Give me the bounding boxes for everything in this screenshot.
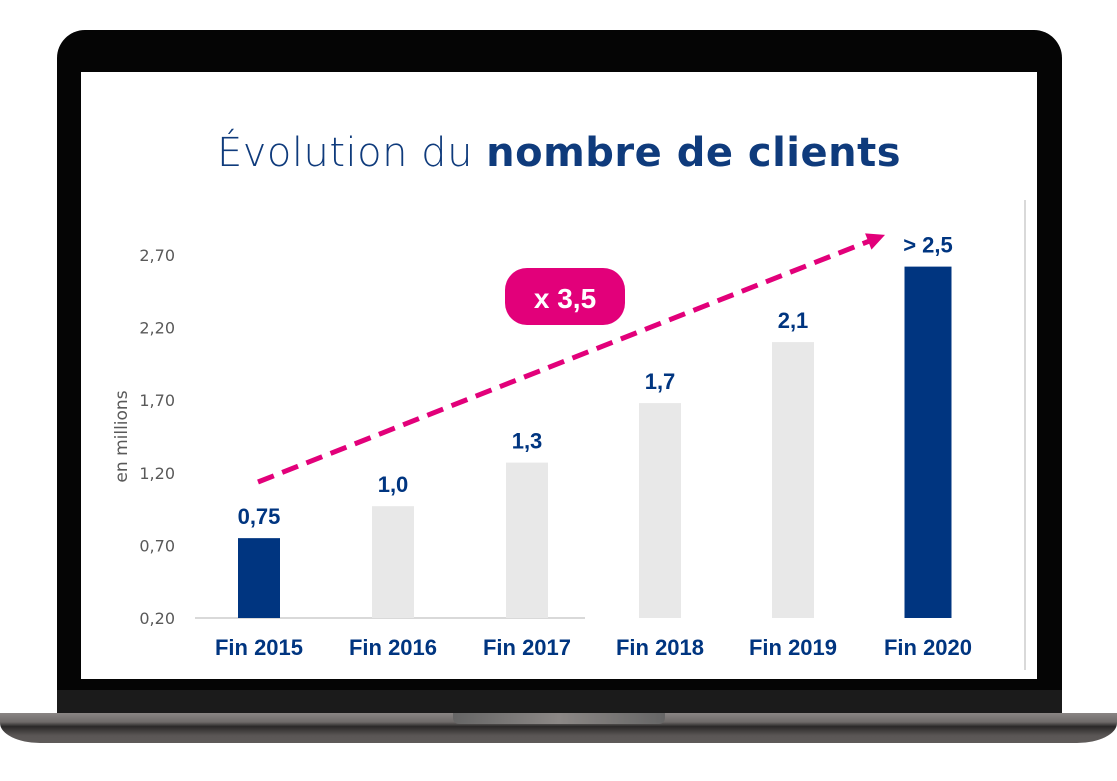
- y-tick-label: 2,70: [139, 246, 175, 265]
- data-label: 0,75: [238, 504, 281, 529]
- y-tick-label: 1,70: [139, 391, 175, 410]
- bar: [772, 342, 814, 618]
- y-tick-label: 1,20: [139, 464, 175, 483]
- arrow-head-icon: [865, 233, 886, 250]
- data-label: 2,1: [778, 308, 809, 333]
- data-label: 1,3: [512, 429, 543, 454]
- x-tick-label: Fin 2015: [215, 635, 303, 660]
- x-tick-label: Fin 2017: [483, 635, 571, 660]
- chart-title: Évolution du nombre de clients: [81, 130, 1037, 176]
- x-tick-label: Fin 2020: [884, 635, 972, 660]
- y-tick-label: 0,70: [139, 536, 175, 555]
- bar: [506, 462, 548, 618]
- y-axis-label: en millions: [112, 390, 132, 482]
- data-label: > 2,5: [903, 233, 953, 258]
- multiplier-badge-text: x 3,5: [534, 283, 596, 314]
- bar: [639, 403, 681, 618]
- multiplier-badge: [505, 268, 625, 325]
- y-tick-label: 2,20: [139, 319, 175, 338]
- bar: [238, 538, 280, 618]
- data-label: 1,0: [378, 472, 409, 497]
- title-light: Évolution du: [216, 130, 487, 176]
- bar: [372, 506, 414, 618]
- y-tick-label: 0,20: [139, 609, 175, 628]
- laptop-chin: [57, 690, 1062, 713]
- data-label: 1,7: [645, 369, 676, 394]
- bar-chart: 0,20 0,70 1,20 1,70 2,20 2,70 en millions 0,75 F…: [112, 200, 1026, 670]
- x-tick-label: Fin 2018: [616, 635, 704, 660]
- x-tick-label: Fin 2019: [749, 635, 837, 660]
- trend-arrow-line: [257, 237, 873, 485]
- bar: [904, 266, 952, 618]
- laptop-notch: [453, 713, 665, 724]
- laptop-screen: Évolution du nombre de clients 0,20 0,70 1…: [81, 72, 1037, 679]
- title-bold: nombre de clients: [486, 130, 902, 176]
- x-tick-label: Fin 2016: [349, 635, 437, 660]
